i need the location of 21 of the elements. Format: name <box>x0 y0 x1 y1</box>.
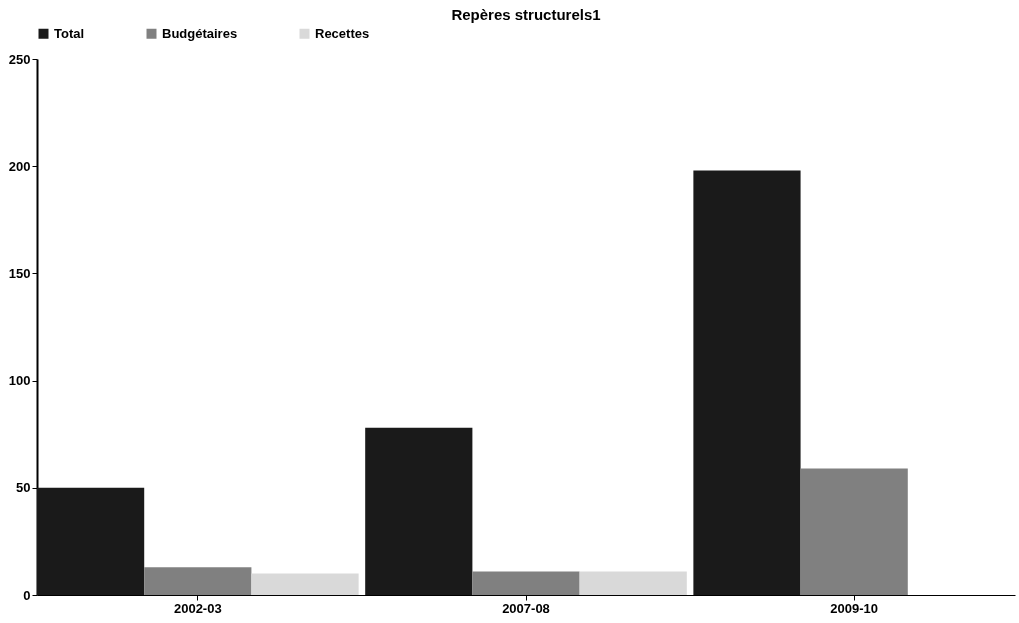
x-tick-label: 2002-03 <box>173 600 222 616</box>
y-tick-label: 100 <box>8 373 31 389</box>
legend-label: Total <box>54 25 85 41</box>
bar <box>693 170 801 595</box>
x-tick-label: 2007-08 <box>502 600 550 616</box>
bar <box>144 567 252 595</box>
bar <box>251 573 359 595</box>
y-tick-label: 200 <box>8 158 31 174</box>
legend-label: Budgétaires <box>162 25 238 41</box>
y-tick-label: 50 <box>16 480 31 496</box>
chart-title: Repères structurels1 <box>451 6 601 23</box>
y-tick-label: 0 <box>23 587 31 603</box>
legend-label: Recettes <box>315 25 370 41</box>
bar <box>472 571 580 595</box>
bar <box>365 427 473 595</box>
y-tick-label: 150 <box>8 265 31 281</box>
bar <box>37 487 145 595</box>
y-tick-label: 250 <box>8 51 31 67</box>
bar <box>800 468 908 595</box>
x-tick-label: 2009-10 <box>830 600 879 616</box>
bar <box>579 571 687 595</box>
